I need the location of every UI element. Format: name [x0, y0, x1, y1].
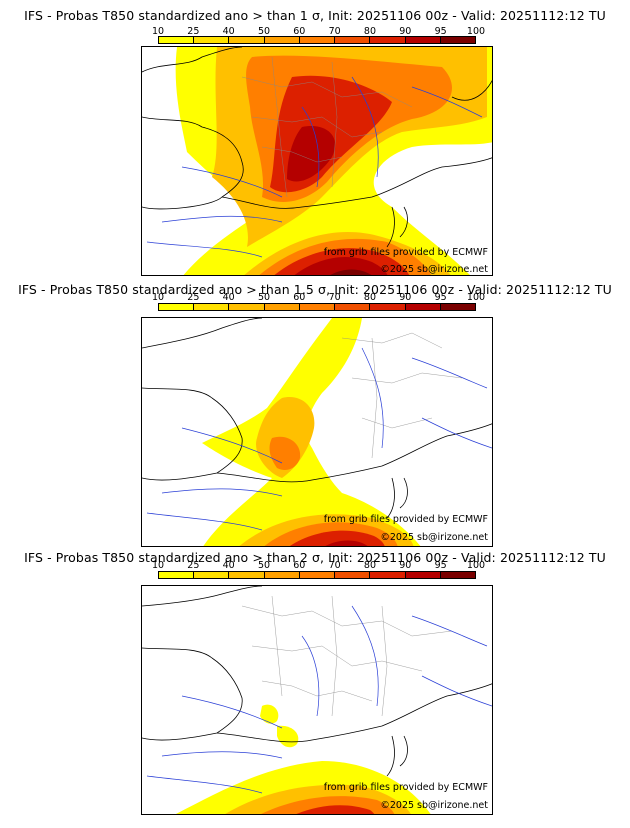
colorbar-tick: 40: [222, 26, 235, 37]
colorbar-labels: 10 25 40 50 60 70 80 90 95 100: [152, 560, 485, 571]
colorbar-tick: 90: [399, 560, 412, 571]
colorbar-swatch: [370, 572, 406, 578]
colorbar-swatch: [299, 572, 336, 578]
colorbar-swatch: [440, 37, 475, 43]
colorbar-tick: 95: [434, 292, 447, 303]
colorbar-tick: 10: [151, 560, 165, 571]
panel-title: IFS - Probas T850 standardized ano > tha…: [24, 550, 606, 565]
colorbar-swatch: [335, 304, 371, 310]
colorbar-swatch: [229, 304, 265, 310]
colorbar-swatch: [264, 572, 300, 578]
probability-map: from grib files provided by ECMWF ©2025 …: [141, 46, 493, 276]
colorbar-labels: 10 25 40 50 60 70 80 90 95 100: [152, 292, 485, 303]
colorbar-tick: 100: [466, 560, 486, 571]
copyright-credit: ©2025 sb@irizone.net: [380, 264, 488, 275]
data-source-credit: from grib files provided by ECMWF: [323, 247, 488, 258]
colorbar-swatch: [194, 304, 230, 310]
colorbar-swatch: [229, 37, 265, 43]
colorbar-tick: 90: [399, 292, 412, 303]
colorbar-swatch: [440, 572, 475, 578]
colorbar-tick: 90: [399, 26, 412, 37]
map-graphic: [142, 586, 492, 814]
colorbar: [158, 36, 476, 44]
colorbar-tick: 25: [187, 292, 200, 303]
colorbar-tick: 25: [187, 560, 200, 571]
copyright-credit: ©2025 sb@irizone.net: [380, 800, 488, 811]
colorbar-tick: 40: [222, 292, 235, 303]
map-graphic: [142, 47, 492, 275]
colorbar-swatch: [335, 37, 371, 43]
probability-map: from grib files provided by ECMWF ©2025 …: [141, 585, 493, 815]
probability-map: from grib files provided by ECMWF ©2025 …: [141, 317, 493, 547]
colorbar-tick: 50: [257, 560, 271, 571]
colorbar-tick: 70: [328, 292, 341, 303]
map-graphic: [142, 318, 492, 546]
colorbar-swatch: [405, 37, 441, 43]
colorbar-tick: 95: [434, 560, 447, 571]
panel-title: IFS - Probas T850 standardized ano > tha…: [18, 282, 612, 297]
copyright-credit: ©2025 sb@irizone.net: [380, 532, 488, 543]
colorbar-swatch: [229, 572, 265, 578]
colorbar: [158, 571, 476, 579]
panel-3: IFS - Probas T850 standardized ano > tha…: [0, 546, 630, 828]
colorbar-swatch: [264, 37, 300, 43]
colorbar-tick: 80: [363, 292, 377, 303]
colorbar-swatch: [299, 304, 336, 310]
colorbar: [158, 303, 476, 311]
colorbar-tick: 50: [257, 292, 271, 303]
panel-title: IFS - Probas T850 standardized ano > tha…: [24, 8, 606, 23]
colorbar-swatch: [264, 304, 300, 310]
colorbar-swatch: [159, 572, 195, 578]
colorbar-tick: 100: [466, 26, 486, 37]
colorbar-tick: 10: [151, 292, 165, 303]
colorbar-swatch: [194, 572, 230, 578]
colorbar-tick: 25: [187, 26, 200, 37]
colorbar-labels: 10 25 40 50 60 70 80 90 95 100: [152, 26, 485, 37]
colorbar-swatch: [440, 304, 475, 310]
colorbar-swatch: [335, 572, 371, 578]
panel-1: IFS - Probas T850 standardized ano > tha…: [0, 0, 630, 276]
colorbar-tick: 80: [363, 560, 377, 571]
colorbar-tick: 70: [328, 560, 341, 571]
colorbar-tick: 50: [257, 26, 271, 37]
colorbar-swatch: [159, 304, 195, 310]
colorbar-tick: 60: [293, 560, 306, 571]
colorbar-tick: 10: [151, 26, 165, 37]
colorbar-swatch: [370, 304, 406, 310]
colorbar-tick: 60: [293, 26, 306, 37]
panel-2: IFS - Probas T850 standardized ano > tha…: [0, 276, 630, 547]
colorbar-tick: 70: [328, 26, 341, 37]
colorbar-swatch: [194, 37, 230, 43]
colorbar-tick: 95: [434, 26, 447, 37]
colorbar-swatch: [159, 37, 195, 43]
colorbar-swatch: [405, 304, 441, 310]
colorbar-swatch: [405, 572, 441, 578]
data-source-credit: from grib files provided by ECMWF: [323, 514, 488, 525]
colorbar-swatch: [370, 37, 406, 43]
data-source-credit: from grib files provided by ECMWF: [323, 782, 488, 793]
colorbar-tick: 80: [363, 26, 377, 37]
colorbar-tick: 40: [222, 560, 235, 571]
colorbar-swatch: [299, 37, 336, 43]
colorbar-tick: 60: [293, 292, 306, 303]
colorbar-tick: 100: [466, 292, 486, 303]
